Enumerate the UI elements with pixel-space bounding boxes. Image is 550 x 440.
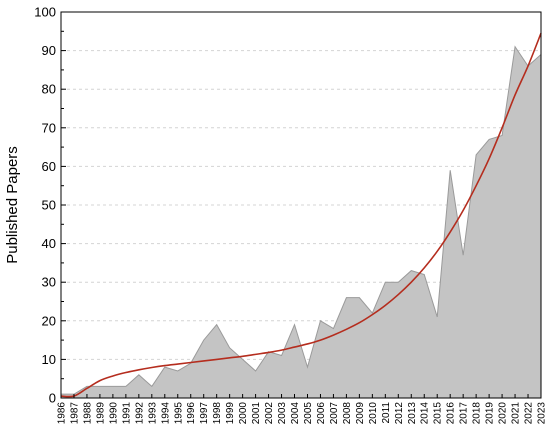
x-tick-label: 1997	[199, 402, 210, 425]
y-tick-label: 0	[49, 391, 56, 406]
x-tick-label: 1986	[57, 402, 68, 425]
y-tick-label: 70	[42, 120, 56, 135]
y-tick-label: 10	[42, 352, 56, 367]
x-tick-label: 2020	[498, 402, 509, 425]
x-tick-label: 1996	[186, 402, 197, 425]
x-tick-label: 2015	[433, 402, 444, 425]
x-tick-label: 2003	[277, 402, 288, 425]
y-tick-label: 100	[34, 5, 56, 20]
x-tick-label: 1993	[147, 402, 158, 425]
x-tick-label: 1988	[82, 402, 93, 425]
x-tick-label: 2014	[420, 402, 431, 425]
x-tick-label: 2008	[342, 402, 353, 425]
x-tick-label: 2012	[394, 402, 405, 425]
x-tick-label: 2011	[381, 402, 392, 424]
y-tick-label: 40	[42, 236, 56, 251]
x-tick-label: 1992	[134, 402, 145, 425]
x-tick-label: 2004	[290, 402, 301, 425]
x-tick-label: 2010	[368, 402, 379, 425]
x-tick-label: 2019	[485, 402, 496, 425]
x-tick-label: 1995	[173, 402, 184, 425]
x-tick-label: 2005	[303, 402, 314, 425]
y-axis: 0 10 20 30 40 50 60 70 80 90 100	[34, 5, 66, 406]
x-tick-label: 1987	[69, 402, 80, 425]
plot-frame	[60, 11, 542, 399]
x-tick-label: 2021	[511, 402, 522, 425]
grid-lines	[61, 50, 541, 360]
x-tick-label: 2000	[238, 402, 249, 425]
x-axis: 1986 1987 1988 1989 1990 1991 1992 1993 1994 1995…	[57, 394, 548, 424]
x-tick-label: 2001	[251, 402, 262, 425]
x-tick-label: 1991	[121, 402, 132, 425]
x-tick-label: 1994	[160, 402, 171, 425]
x-tick-label: 2023	[537, 402, 548, 425]
x-tick-label: 2016	[446, 402, 457, 425]
y-tick-label: 60	[42, 159, 56, 174]
y-tick-label: 20	[42, 313, 56, 328]
x-tick-label: 1999	[225, 402, 236, 425]
x-tick-label: 2017	[459, 402, 470, 425]
y-tick-label: 50	[42, 198, 56, 213]
y-tick-label: 80	[42, 82, 56, 97]
x-tick-label: 1989	[95, 402, 106, 425]
x-tick-label: 2009	[355, 402, 366, 425]
y-axis-title: Published Papers	[4, 146, 21, 264]
area-series	[60, 45, 542, 399]
x-tick-label: 1998	[212, 402, 223, 425]
x-tick-label: 2022	[524, 402, 535, 425]
x-tick-label: 1990	[108, 402, 119, 425]
x-tick-label: 2013	[407, 402, 418, 425]
x-tick-label: 2002	[264, 402, 275, 425]
x-tick-label: 2018	[472, 402, 483, 425]
trend-line	[60, 32, 542, 398]
y-tick-label: 30	[42, 275, 56, 290]
x-tick-label: 2007	[329, 402, 340, 425]
x-tick-label: 2006	[316, 402, 327, 425]
y-tick-label: 90	[42, 43, 56, 58]
